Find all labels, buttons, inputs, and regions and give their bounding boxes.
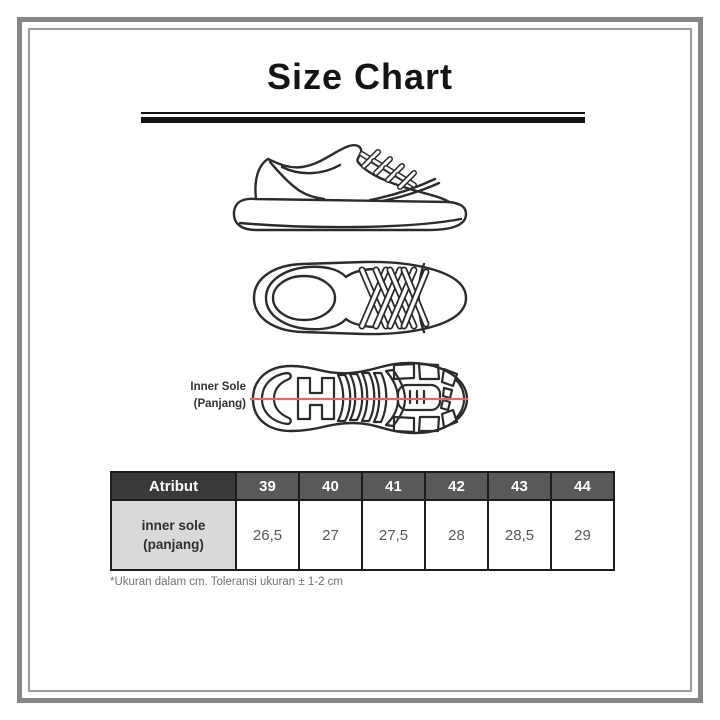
shoe-side-view-illustration: [232, 144, 468, 232]
shoe-top-view-illustration: [252, 260, 468, 336]
value-size-40: 27: [298, 499, 363, 571]
table-row-inner-sole: inner sole (panjang) 26,5 27 27,5 28 28,…: [110, 499, 615, 571]
inner-sole-measure-label: Inner Sole (Panjang): [126, 379, 246, 413]
outer-frame: [17, 17, 703, 703]
table-header-size-39: 39: [235, 471, 300, 501]
size-table: Atribut 39 40 41 42 43 44 inner sole (pa…: [110, 471, 615, 571]
row-label-line1: inner sole: [141, 518, 206, 533]
inner-sole-label-line1: Inner Sole: [190, 381, 246, 393]
shoe-sole-view-illustration: [250, 361, 469, 435]
table-header-size-41: 41: [361, 471, 426, 501]
table-header-size-43: 43: [487, 471, 552, 501]
table-header-size-42: 42: [424, 471, 489, 501]
row-label-line2: (panjang): [143, 537, 204, 552]
value-size-44: 29: [550, 499, 615, 571]
table-row-label: inner sole (panjang): [110, 499, 237, 571]
table-header-size-44: 44: [550, 471, 615, 501]
table-header-row: Atribut 39 40 41 42 43 44: [110, 471, 615, 501]
footnote: *Ukuran dalam cm. Toleransi ukuran ± 1-2…: [110, 576, 343, 588]
inner-frame: [28, 28, 692, 692]
value-size-39: 26,5: [235, 499, 300, 571]
value-size-41: 27,5: [361, 499, 426, 571]
table-header-atribut: Atribut: [110, 471, 237, 501]
title-divider-thick: [141, 117, 585, 123]
title-divider-thin: [141, 112, 585, 114]
page-title: Size Chart: [266, 56, 454, 97]
table-header-size-40: 40: [298, 471, 363, 501]
inner-sole-label-line2: (Panjang): [193, 398, 246, 410]
value-size-42: 28: [424, 499, 489, 571]
value-size-43: 28,5: [487, 499, 552, 571]
